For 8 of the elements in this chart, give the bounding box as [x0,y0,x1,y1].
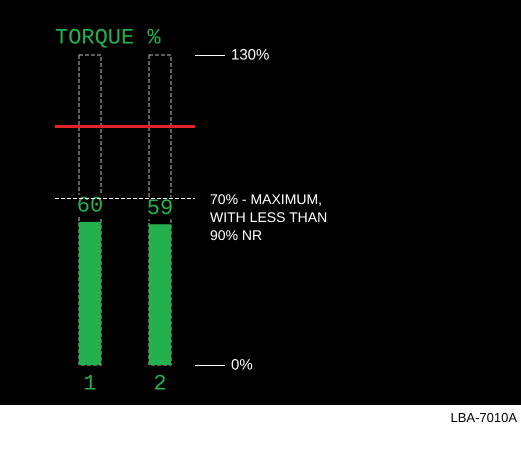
text: LBA-7010A [450,410,517,425]
y-tick-label: 130% [231,46,270,64]
ref-line-label: 70% - MAXIMUM, WITH LESS THAN 90% NR [210,191,332,244]
x-tick-label: 2 [153,372,167,396]
data-label: 59 [146,196,174,221]
x-tick-label: 1 [83,372,97,396]
y-tick-label: 0% [231,356,253,374]
chart-title: TORQUE % [55,26,162,50]
